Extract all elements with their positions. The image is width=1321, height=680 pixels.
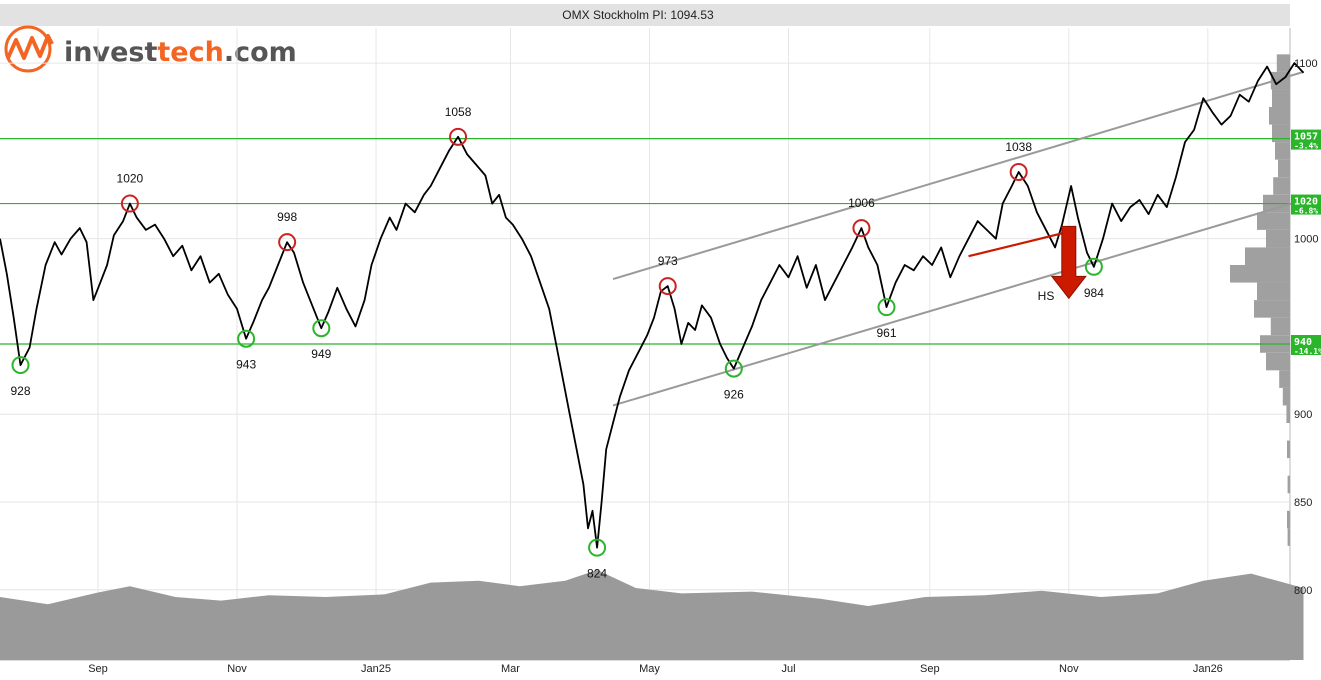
- price-line: [0, 62, 1305, 549]
- x-tick-label: Nov: [1059, 663, 1079, 675]
- x-tick-label: Sep: [920, 663, 940, 675]
- histogram-bar: [1272, 89, 1290, 107]
- x-tick-label: Mar: [501, 663, 520, 675]
- histogram-bar: [1272, 124, 1290, 143]
- pattern-label: HS: [1038, 289, 1055, 303]
- level-badge: [1291, 335, 1321, 355]
- y-axis: 800 850 900 1000 1100: [1294, 58, 1318, 597]
- x-tick-label: May: [639, 663, 660, 675]
- x-tick-label: Nov: [227, 663, 247, 675]
- histogram-bar: [1257, 282, 1290, 301]
- trend-channel: [612, 70, 1304, 407]
- histogram-bar: [1230, 265, 1290, 283]
- pivot-high-marker: [852, 219, 871, 238]
- pivot-label: 961: [876, 326, 896, 340]
- volume-shape: [0, 570, 1304, 660]
- x-tick-label: Jul: [781, 663, 795, 675]
- x-tick-label: Jan25: [361, 663, 391, 675]
- histogram-bar: [1273, 177, 1290, 195]
- pivot-label: 1006: [848, 196, 875, 210]
- channel-line: [612, 70, 1304, 281]
- neckline: [968, 230, 1070, 258]
- pivot-low-marker: [1084, 257, 1103, 276]
- title-bar: [0, 4, 1290, 26]
- pivot-label: 1058: [445, 105, 472, 119]
- histogram-bar: [1269, 107, 1290, 125]
- pivot-label: 1020: [117, 172, 144, 186]
- histogram-bar: [1282, 387, 1290, 406]
- y-tick-label: 1100: [1294, 58, 1318, 70]
- histogram-bar: [1266, 352, 1290, 371]
- level-change: -6.8%: [1294, 207, 1318, 216]
- x-tick-label: Jan26: [1193, 663, 1223, 675]
- level-badge: [1291, 194, 1321, 215]
- pivot-label: 998: [277, 210, 297, 224]
- pivot-high-marker: [449, 127, 468, 146]
- pivot-high-marker: [1009, 162, 1028, 181]
- pivot-low-marker: [312, 319, 331, 338]
- level-value: 940: [1294, 337, 1312, 348]
- pivot-label: 943: [236, 358, 256, 372]
- x-axis: Sep Nov Jan25 Mar May Jul Sep Nov Jan26: [88, 663, 1223, 675]
- pivot-low-marker: [724, 359, 743, 378]
- histogram-bar: [1254, 300, 1290, 318]
- pivot-label: 1038: [1005, 140, 1032, 154]
- chart-title: OMX Stockholm PI: 1094.53: [562, 8, 714, 22]
- pivot-high-marker: [658, 277, 677, 296]
- pivot-label: 984: [1084, 286, 1104, 300]
- histogram-bar: [1279, 370, 1290, 388]
- histogram-bar: [1257, 212, 1290, 230]
- pivot-label: 973: [658, 254, 678, 268]
- level-badge: [1291, 129, 1321, 150]
- pivot-high-marker: [120, 194, 139, 213]
- pivot-label: 928: [10, 384, 30, 398]
- histogram-bar: [1287, 510, 1290, 529]
- y-tick-label: 800: [1294, 585, 1312, 597]
- level-labels: 1057-3.4% 1020-6.8% 940-14.1%: [1291, 129, 1321, 356]
- histogram-bar: [1275, 142, 1290, 160]
- y-tick-label: 900: [1294, 409, 1312, 421]
- histogram-bar: [1270, 317, 1290, 336]
- histogram-bar: [1287, 475, 1290, 494]
- histogram-bar: [1287, 528, 1290, 546]
- histogram-bar: [1286, 405, 1290, 423]
- channel-line: [612, 199, 1304, 407]
- level-value: 1057: [1294, 132, 1318, 143]
- histogram-bar: [1278, 159, 1290, 178]
- pivot-low-marker: [588, 538, 607, 557]
- pivot-label: 926: [724, 388, 744, 402]
- volume-area: [0, 570, 1304, 660]
- histogram-bar: [1245, 247, 1290, 265]
- pivot-low-marker: [877, 298, 896, 317]
- pivot-label: 949: [311, 347, 331, 361]
- head-shoulders-pattern: HS: [968, 225, 1087, 303]
- histogram-bar: [1266, 229, 1290, 248]
- pivot-low-marker: [11, 356, 30, 375]
- price-histogram: [1230, 54, 1290, 546]
- y-tick-label: 1000: [1294, 234, 1318, 246]
- x-tick-label: Sep: [88, 663, 108, 675]
- pivot-label: 824: [587, 567, 607, 581]
- price-series: [0, 62, 1305, 549]
- level-change: -3.4%: [1294, 142, 1318, 151]
- y-tick-label: 850: [1294, 497, 1312, 509]
- histogram-bar: [1287, 440, 1290, 459]
- level-value: 1020: [1294, 197, 1318, 208]
- pivot-markers: 928 1020 943 998 949 1058 824 973 926 1006 961 1038…: [10, 105, 1104, 581]
- logo-ring-icon: [4, 25, 52, 73]
- histogram-bar: [1276, 54, 1290, 72]
- pivot-low-marker: [237, 329, 256, 348]
- sell-signal-arrow-icon: [1050, 225, 1087, 300]
- logo-zigzag-icon: [6, 34, 54, 60]
- pivot-high-marker: [278, 233, 297, 252]
- level-change: -14.1%: [1294, 347, 1321, 356]
